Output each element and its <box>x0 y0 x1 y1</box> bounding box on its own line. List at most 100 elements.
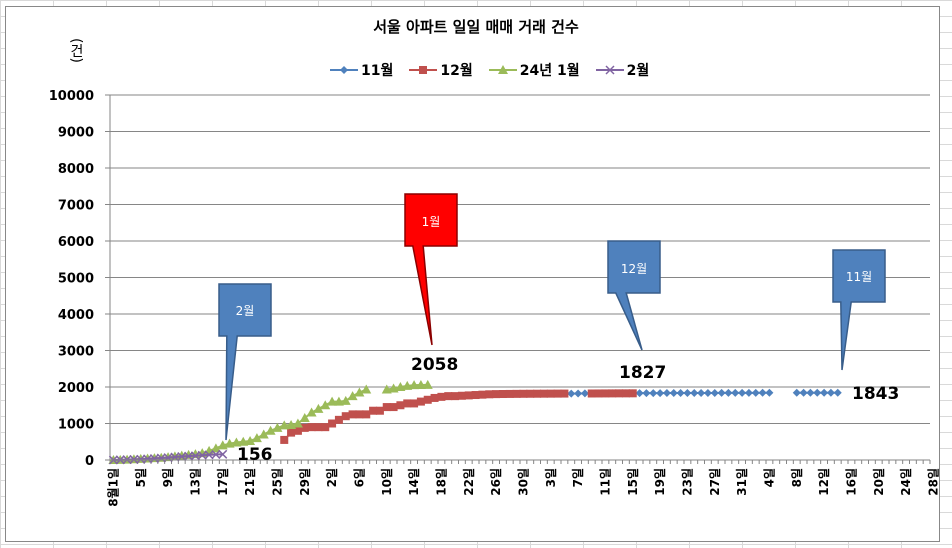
data-point <box>710 388 719 397</box>
data-label-nov: 1843 <box>852 384 900 404</box>
data-point <box>635 389 644 398</box>
data-point <box>608 389 617 398</box>
x-tick-label: 6일 <box>352 468 366 487</box>
data-label-jan: 2058 <box>411 355 459 375</box>
y-tick-label: 4000 <box>58 308 94 323</box>
data-point <box>299 413 310 423</box>
x-tick-label: 12일 <box>817 468 831 496</box>
data-point <box>546 389 555 398</box>
data-point <box>197 450 207 460</box>
legend-item-jan: 24년 1월 <box>488 60 580 80</box>
data-point <box>204 450 214 460</box>
data-point <box>348 410 357 419</box>
data-point <box>415 379 426 389</box>
data-point <box>409 380 420 390</box>
x-tick-label: 23일 <box>680 468 694 496</box>
x-tick-label: 21일 <box>243 468 257 496</box>
x-tick-label: 16일 <box>844 468 858 496</box>
data-point <box>177 452 187 462</box>
data-point <box>347 391 358 401</box>
data-point <box>676 389 685 398</box>
data-point <box>697 388 706 397</box>
diamond-marker-icon <box>330 66 358 74</box>
data-point <box>327 396 338 406</box>
square-marker-icon <box>409 66 438 74</box>
x-tick-label: 14일 <box>407 468 421 496</box>
x-tick-label: 8일 <box>790 468 804 487</box>
chart-title: 서울 아파트 일일 매매 거래 건수 <box>373 18 579 36</box>
y-tick-label: 0 <box>85 454 94 469</box>
data-point <box>307 423 316 432</box>
y-tick-label: 8000 <box>58 162 94 177</box>
data-point <box>738 388 747 397</box>
data-point <box>813 388 822 397</box>
data-point <box>806 388 815 397</box>
y-tick-label: 9000 <box>58 126 94 141</box>
data-point <box>628 389 637 398</box>
data-point <box>334 415 343 424</box>
data-point <box>492 390 501 399</box>
x-tick-label: 17일 <box>216 468 230 496</box>
data-point <box>314 423 323 432</box>
data-point <box>341 412 350 421</box>
data-point <box>265 425 276 435</box>
y-tick-label: 1000 <box>58 418 94 433</box>
legend-item-dec: 12월 <box>409 60 473 80</box>
y-tick-label: 10000 <box>49 89 94 104</box>
data-point <box>669 389 678 398</box>
x-tick-label: 4일 <box>762 468 776 487</box>
data-point <box>642 389 651 398</box>
data-point <box>272 422 283 432</box>
data-point <box>422 379 433 389</box>
x-tick-label: 19일 <box>653 468 667 496</box>
x-tick-label: 2일 <box>325 468 339 487</box>
x-tick-label: 24일 <box>899 468 913 496</box>
data-point <box>320 400 331 410</box>
data-point <box>471 391 480 400</box>
callout-feb-label: 2월 <box>235 304 255 318</box>
y-tick-label: 5000 <box>58 272 94 287</box>
x-tick-label: 5일 <box>134 468 148 487</box>
x-tick-label: 8월1일 <box>105 468 120 507</box>
data-point <box>553 389 562 398</box>
data-point <box>833 388 842 397</box>
data-label-feb: 156 <box>237 445 273 465</box>
data-point <box>437 392 446 401</box>
data-point <box>210 443 221 453</box>
data-point <box>333 396 344 406</box>
legend-label: 12월 <box>440 63 473 79</box>
x-tick-label: 27일 <box>708 468 722 496</box>
data-point <box>512 389 521 398</box>
data-point <box>594 389 603 398</box>
data-point <box>279 420 290 430</box>
x-tick-label: 26일 <box>489 468 503 496</box>
data-point <box>744 388 753 397</box>
data-point <box>340 395 351 405</box>
data-point <box>526 389 535 398</box>
data-point <box>478 390 487 399</box>
data-point <box>574 389 583 398</box>
data-point <box>143 454 153 464</box>
data-point <box>820 388 829 397</box>
callout-shape <box>607 240 661 351</box>
legend-label: 2월 <box>626 63 650 79</box>
data-point <box>362 410 371 419</box>
data-point <box>184 451 194 461</box>
data-point <box>231 437 242 447</box>
callout-dec-label: 12월 <box>620 262 648 276</box>
legend-label: 24년 1월 <box>519 63 580 79</box>
x-marker-icon <box>595 65 624 75</box>
x-tick-label: 20일 <box>872 468 886 496</box>
x-tick-label: 29일 <box>298 468 312 496</box>
data-point <box>389 403 398 412</box>
x-tick-label: 9일 <box>161 468 175 487</box>
data-point <box>444 392 453 401</box>
data-point <box>238 436 249 446</box>
data-point <box>396 401 405 410</box>
data-point <box>287 428 296 437</box>
data-point <box>321 423 330 432</box>
legend-item-feb: 2월 <box>595 60 650 80</box>
data-point <box>313 403 324 413</box>
x-tick-label: 30일 <box>516 468 530 496</box>
